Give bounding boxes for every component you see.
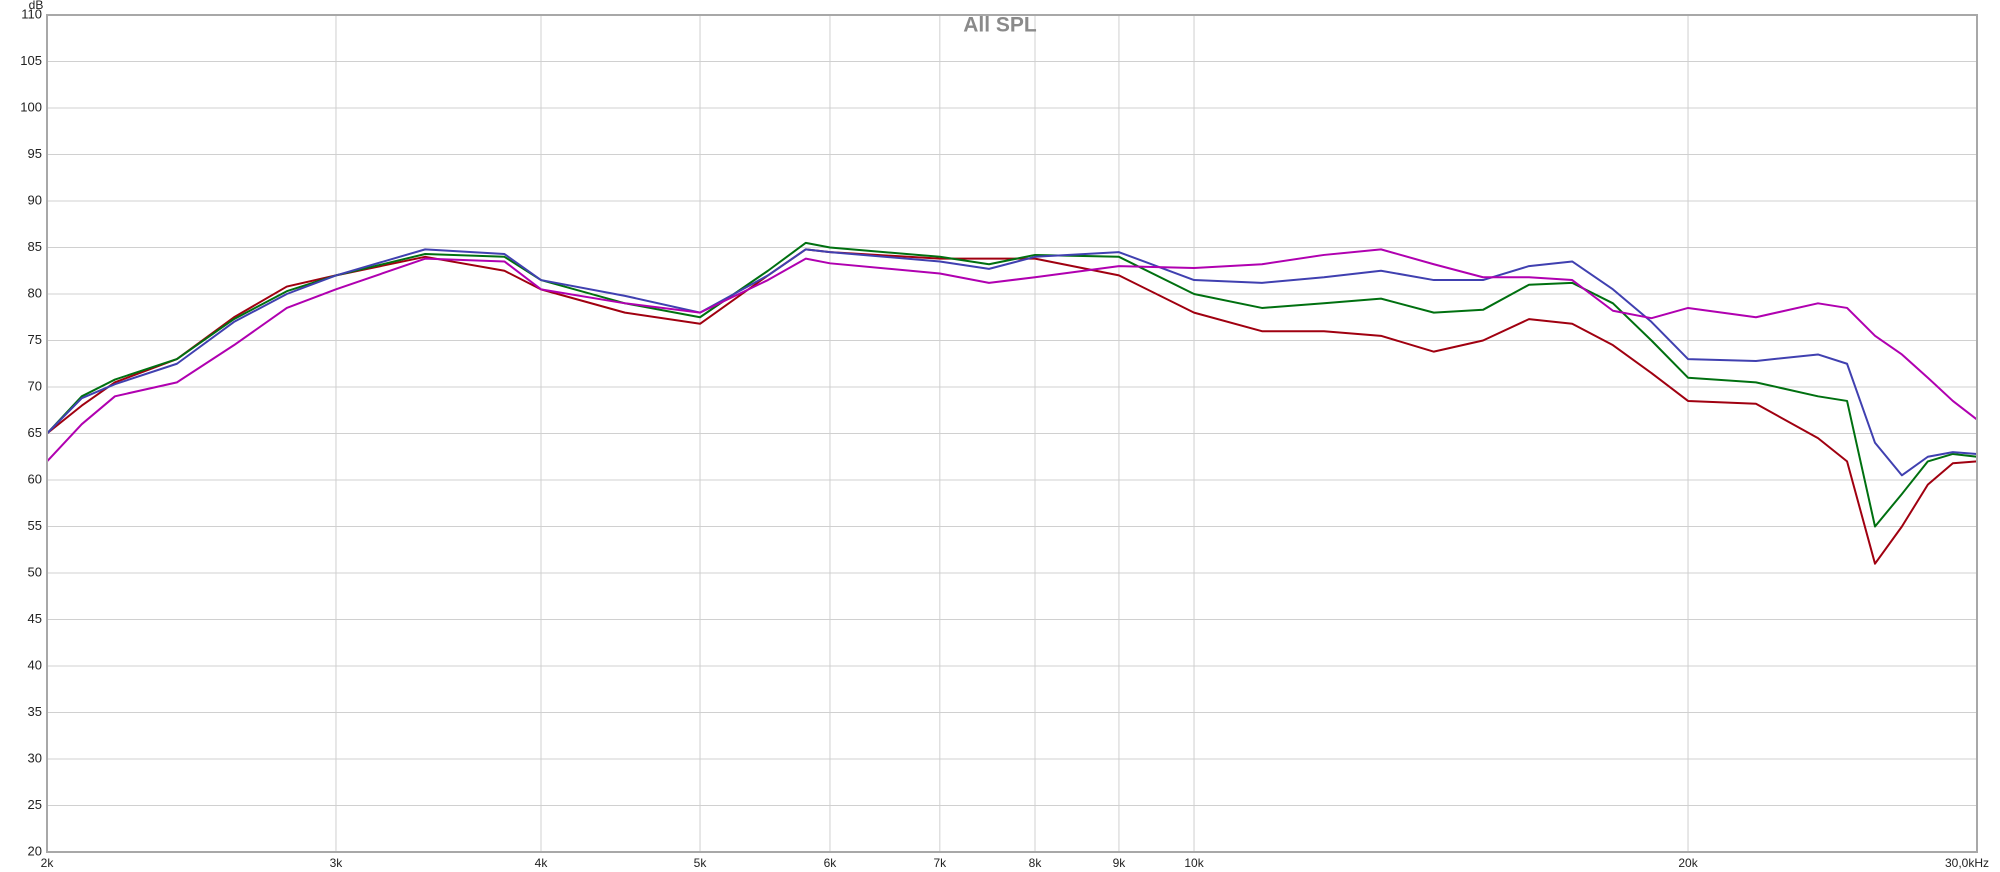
x-tick-label: 9k	[1113, 856, 1127, 870]
y-tick-label: 25	[28, 797, 42, 812]
grid	[46, 14, 1978, 853]
x-tick-label: 4k	[535, 856, 549, 870]
y-tick-label: 60	[28, 471, 42, 486]
x-tick-label: 5k	[694, 856, 708, 870]
y-tick-label: 70	[28, 378, 42, 393]
x-tick-label: 2k	[41, 856, 55, 870]
y-tick-label: 40	[28, 657, 42, 672]
x-tick-label: 3k	[330, 856, 344, 870]
y-tick-label: 100	[20, 99, 42, 114]
y-tick-label: 35	[28, 704, 42, 719]
chart-title: All SPL	[963, 14, 1037, 37]
plot-frame	[46, 14, 1978, 853]
x-tick-label: 6k	[824, 856, 838, 870]
y-tick-label: 55	[28, 518, 42, 533]
y-axis-label: dB	[29, 0, 44, 12]
y-tick-label: 95	[28, 146, 42, 161]
y-tick-label: 45	[28, 611, 42, 626]
y-tick-label: 90	[28, 192, 42, 207]
x-tick-label: 20k	[1678, 856, 1698, 870]
series-line	[46, 248, 1978, 463]
plot-lines	[46, 241, 1978, 565]
y-tick-label: 110	[21, 6, 42, 21]
x-tick-label: 10k	[1184, 856, 1204, 870]
tick-labels: 20 25 30 35 40 45 50 55 60 65 70 75 80 85 90 95 100 105 11…	[20, 6, 1989, 870]
x-tick-label: 30,0kHz	[1945, 856, 1989, 870]
y-tick-label: 65	[28, 425, 42, 440]
y-tick-label: 85	[28, 239, 42, 254]
y-tick-label: 20	[28, 843, 42, 858]
y-tick-label: 30	[28, 750, 42, 765]
x-tick-label: 8k	[1029, 856, 1043, 870]
x-tick-label: 7k	[933, 856, 947, 870]
y-tick-label: 105	[20, 53, 42, 68]
y-tick-label: 75	[28, 332, 42, 347]
y-tick-label: 50	[28, 564, 42, 579]
y-tick-label: 80	[28, 285, 42, 300]
